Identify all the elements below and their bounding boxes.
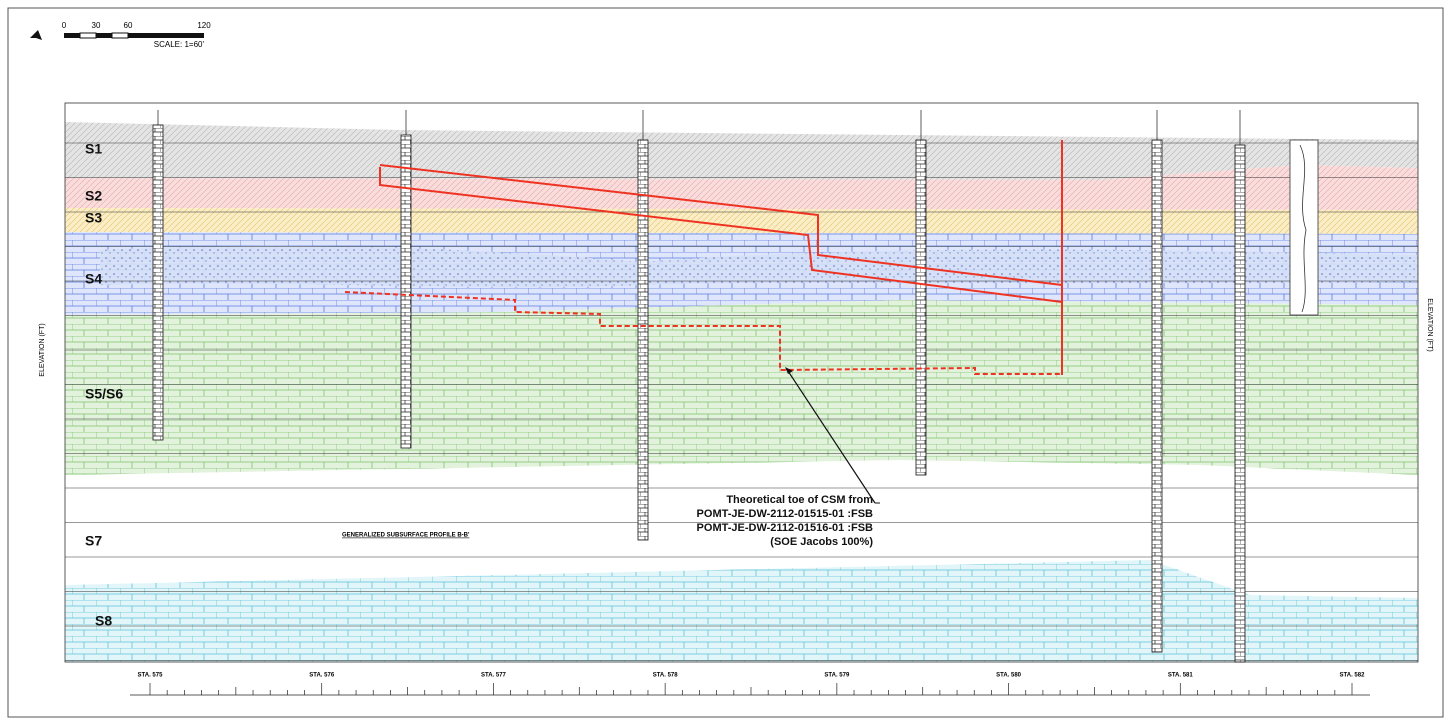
layer-label: S2 <box>85 188 102 204</box>
annotation-line: (SOE Jacobs 100%) <box>770 536 873 548</box>
annotation-line: POMT-JE-DW-2112-01516-01 :FSB <box>697 522 874 534</box>
station-label: STA. 578 <box>653 673 679 679</box>
scale-label: SCALE: 1=60' <box>154 40 205 49</box>
profile-drawing: 0 30 60 120 SCALE: 1=60' S1 S2 S3 S4 S5/… <box>0 0 1451 725</box>
boring-log <box>401 135 411 448</box>
layer-label: S1 <box>85 141 102 157</box>
boring-log <box>1235 145 1245 662</box>
axis-label: ELEVATION (FT) <box>39 323 46 376</box>
station-label: STA. 577 <box>481 673 507 679</box>
axis-label: ELEVATION (FT) <box>1426 298 1433 351</box>
boring-log <box>153 125 163 440</box>
station-label: STA. 582 <box>1340 673 1366 679</box>
scale-tick: 0 <box>62 21 67 30</box>
layer-label: S8 <box>95 613 112 629</box>
boring-log <box>638 140 648 540</box>
layer-label: S5/S6 <box>85 386 123 402</box>
boring-log <box>1152 140 1162 652</box>
layer-label: S7 <box>85 533 102 549</box>
station-label: STA. 579 <box>824 673 850 679</box>
station-label: STA. 581 <box>1168 673 1194 679</box>
boring-log <box>916 140 926 475</box>
scale-tick: 30 <box>92 21 101 30</box>
boring-log <box>1290 140 1318 315</box>
layer-label: S4 <box>85 271 102 287</box>
annotation-line: Theoretical toe of CSM from <box>726 494 873 506</box>
scale-tick: 120 <box>197 21 211 30</box>
profile-title: GENERALIZED SUBSURFACE PROFILE B-B' <box>342 533 470 539</box>
scale-tick: 60 <box>124 21 133 30</box>
station-label: STA. 575 <box>138 673 164 679</box>
layer-label: S3 <box>85 210 102 226</box>
station-label: STA. 576 <box>309 673 335 679</box>
station-label: STA. 580 <box>996 673 1022 679</box>
annotation-line: POMT-JE-DW-2112-01515-01 :FSB <box>697 508 874 520</box>
